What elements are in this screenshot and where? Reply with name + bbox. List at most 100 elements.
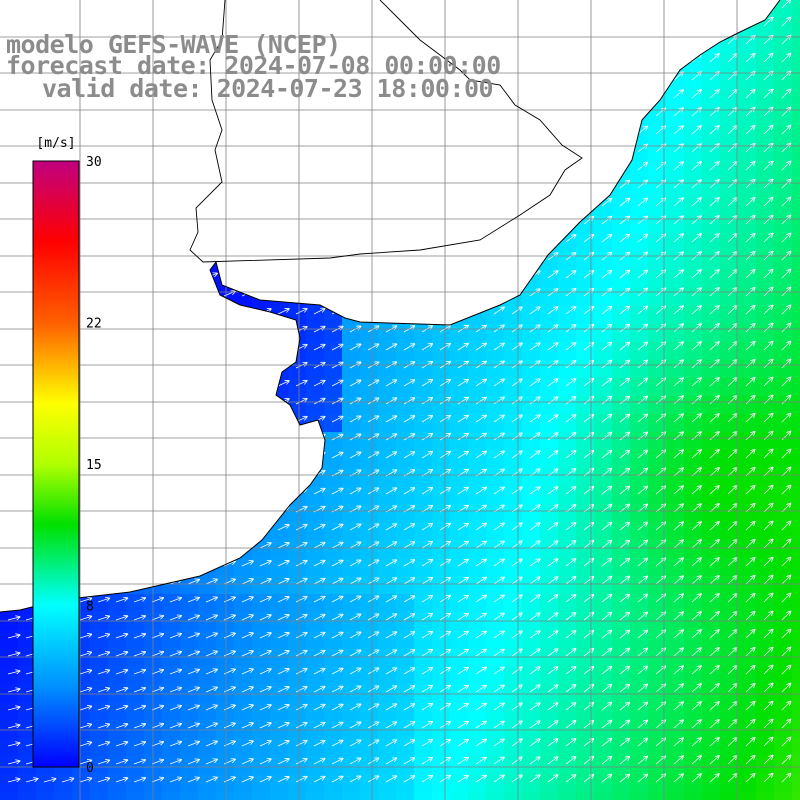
- speed-cell: [666, 720, 684, 738]
- speed-cell: [792, 360, 800, 378]
- speed-cell: [414, 576, 432, 594]
- wind-arrow: [709, 126, 719, 135]
- speed-cell: [684, 594, 702, 612]
- speed-cell: [396, 414, 414, 432]
- wind-arrow: [601, 199, 612, 207]
- speed-cell: [234, 594, 252, 612]
- speed-cell: [684, 774, 702, 792]
- wind-arrow: [763, 18, 773, 27]
- speed-cell: [468, 792, 486, 800]
- speed-cell: [378, 432, 396, 450]
- speed-cell: [414, 342, 432, 360]
- speed-cell: [450, 324, 468, 342]
- speed-cell: [216, 792, 234, 800]
- wind-arrow: [727, 198, 737, 207]
- speed-cell: [90, 738, 108, 756]
- speed-cell: [648, 756, 666, 774]
- speed-cell: [414, 486, 432, 504]
- speed-cell: [666, 756, 684, 774]
- speed-cell: [756, 774, 774, 792]
- speed-cell: [378, 666, 396, 684]
- speed-cell: [180, 666, 198, 684]
- speed-cell: [324, 432, 342, 450]
- wind-arrow: [763, 108, 773, 117]
- speed-cell: [684, 792, 702, 800]
- wind-arrow: [547, 343, 558, 351]
- speed-cell: [756, 198, 774, 216]
- speed-cell: [756, 576, 774, 594]
- speed-cell: [684, 756, 702, 774]
- speed-cell: [792, 702, 800, 720]
- speed-cell: [702, 738, 720, 756]
- speed-cell: [702, 270, 720, 288]
- speed-cell: [306, 702, 324, 720]
- wind-arrow: [763, 162, 773, 171]
- speed-cell: [702, 324, 720, 342]
- speed-cell: [414, 792, 432, 800]
- wind-arrow: [709, 180, 719, 189]
- speed-cell: [378, 792, 396, 800]
- speed-cell: [468, 414, 486, 432]
- wind-arrow: [691, 144, 701, 153]
- speed-cell: [738, 486, 756, 504]
- speed-cell: [756, 432, 774, 450]
- speed-cell: [378, 468, 396, 486]
- wind-arrow: [745, 54, 755, 63]
- speed-cell: [396, 504, 414, 522]
- wind-arrow: [781, 180, 791, 189]
- wind-arrow: [673, 126, 683, 135]
- speed-cell: [792, 378, 800, 396]
- speed-cell: [378, 486, 396, 504]
- speed-cell: [378, 774, 396, 792]
- speed-cell: [774, 18, 792, 36]
- speed-cell: [378, 504, 396, 522]
- speed-cell: [774, 738, 792, 756]
- speed-cell: [324, 594, 342, 612]
- speed-cell: [648, 486, 666, 504]
- wind-arrow: [583, 343, 594, 351]
- speed-cell: [684, 324, 702, 342]
- speed-cell: [180, 702, 198, 720]
- speed-cell: [234, 720, 252, 738]
- wind-arrow: [295, 309, 307, 315]
- speed-cell: [396, 378, 414, 396]
- wind-arrow: [691, 324, 701, 333]
- speed-cell: [738, 522, 756, 540]
- speed-cell: [774, 756, 792, 774]
- speed-cell: [450, 540, 468, 558]
- speed-cell: [738, 594, 756, 612]
- speed-cell: [612, 756, 630, 774]
- speed-cell: [414, 378, 432, 396]
- speed-cell: [342, 630, 360, 648]
- speed-cell: [684, 702, 702, 720]
- speed-cell: [468, 342, 486, 360]
- speed-cell: [612, 720, 630, 738]
- speed-cell: [216, 702, 234, 720]
- speed-cell: [432, 756, 450, 774]
- speed-cell: [324, 684, 342, 702]
- speed-cell: [774, 306, 792, 324]
- speed-cell: [216, 684, 234, 702]
- speed-cell: [648, 450, 666, 468]
- speed-cell: [612, 414, 630, 432]
- speed-cell: [666, 594, 684, 612]
- speed-cell: [720, 702, 738, 720]
- wind-arrow: [781, 18, 791, 27]
- speed-cell: [360, 432, 378, 450]
- speed-cell: [792, 126, 800, 144]
- speed-cell: [324, 324, 342, 342]
- speed-cell: [180, 792, 198, 800]
- speed-cell: [108, 666, 126, 684]
- speed-cell: [468, 378, 486, 396]
- speed-cell: [738, 270, 756, 288]
- speed-cell: [288, 576, 306, 594]
- speed-cell: [342, 666, 360, 684]
- wind-arrow: [709, 108, 719, 117]
- speed-cell: [90, 792, 108, 800]
- wind-arrow: [547, 253, 558, 261]
- speed-cell: [720, 576, 738, 594]
- speed-cell: [792, 234, 800, 252]
- speed-cell: [648, 324, 666, 342]
- speed-cell: [774, 180, 792, 198]
- speed-cell: [666, 450, 684, 468]
